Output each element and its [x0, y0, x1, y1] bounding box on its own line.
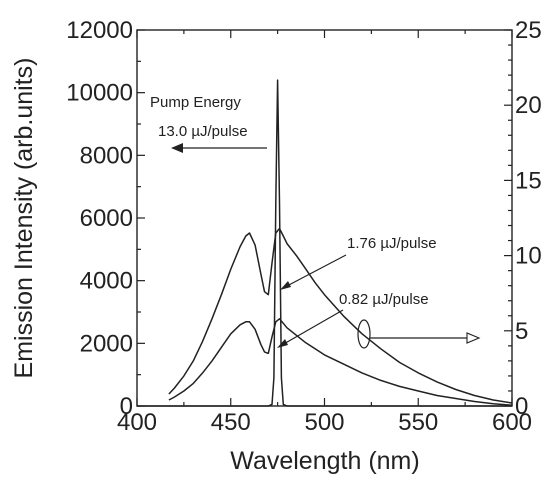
y-tick-label: 6000	[80, 205, 133, 232]
series-line-1	[137, 79, 512, 407]
annotation-13-uj-pulse: 13.0 µJ/pulse	[158, 123, 248, 140]
y2-tick-label: 0	[515, 393, 528, 420]
y-tick-label: 8000	[80, 142, 133, 169]
y-tick-label: 12000	[66, 17, 133, 44]
x-tick-label: 500	[304, 409, 344, 436]
pointer-1-76	[280, 254, 347, 290]
annotation-pump-energy: Pump Energy	[150, 94, 241, 111]
y-tick-label: 10000	[66, 80, 133, 107]
series-line-2	[168, 227, 513, 404]
y-tick-label: 4000	[80, 268, 133, 295]
series-line-3	[168, 318, 513, 406]
left-axis-arrow	[171, 143, 267, 153]
annotation-1-76-uj-pulse: 1.76 µJ/pulse	[347, 235, 437, 252]
y2-tick-label: 5	[515, 318, 528, 345]
x-axis-title: Wavelength (nm)	[230, 447, 419, 475]
axis-ticks	[136, 29, 513, 407]
right-axis-arrow	[357, 319, 481, 349]
plot-frame	[136, 29, 513, 407]
pointer-0-82	[277, 309, 344, 348]
y2-tick-label: 15	[515, 167, 542, 194]
y-axis-title: Emission Intensity (arb.units)	[10, 58, 38, 379]
y-tick-label: 0	[120, 393, 133, 420]
x-tick-label: 600	[492, 409, 532, 436]
y-tick-label: 2000	[80, 330, 133, 357]
series-curves	[137, 79, 513, 407]
axis-tick-labels: 400 450 500 550 6000200040006000800010000120…	[66, 17, 541, 436]
x-tick-label: 450	[211, 409, 251, 436]
y2-tick-label: 20	[515, 92, 542, 119]
annotation-0-82-uj-pulse: 0.82 µJ/pulse	[339, 291, 429, 308]
y2-tick-label: 25	[515, 17, 542, 44]
x-tick-label: 400	[117, 409, 157, 436]
x-tick-label: 550	[398, 409, 438, 436]
y2-tick-label: 10	[515, 243, 542, 270]
